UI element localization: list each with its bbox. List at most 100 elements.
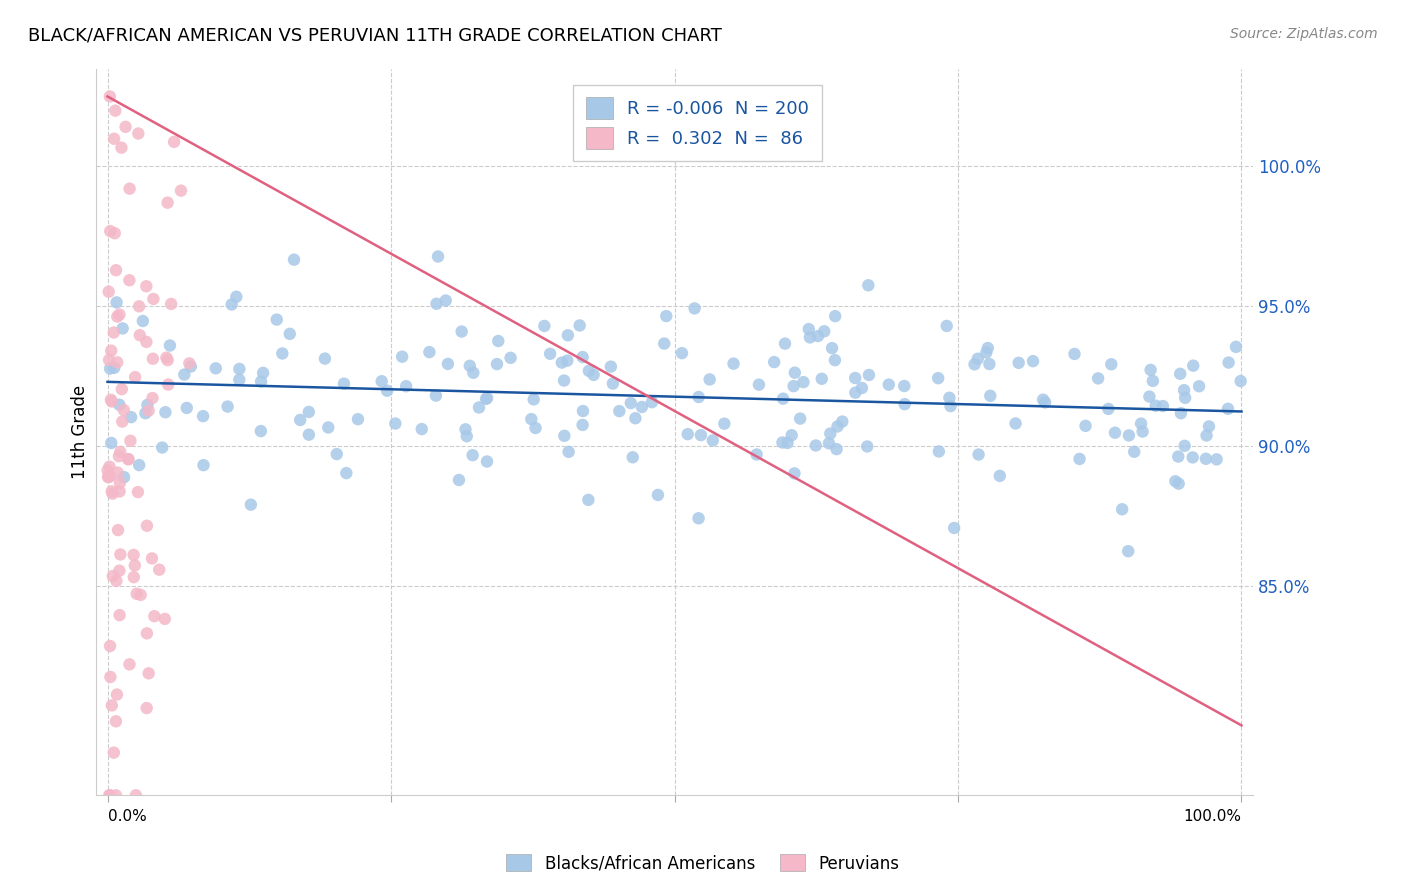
Point — [1188, 379, 1211, 393]
Point — [142, 351, 165, 366]
Point — [456, 429, 478, 443]
Point — [98, 224, 121, 238]
Point — [1116, 544, 1139, 558]
Point — [1104, 425, 1126, 440]
Legend: R = -0.006  N = 200, R =  0.302  N =  86: R = -0.006 N = 200, R = 0.302 N = 86 — [574, 85, 823, 161]
Point — [128, 299, 150, 313]
Point — [977, 341, 1000, 355]
Point — [1139, 363, 1161, 377]
Point — [1032, 392, 1054, 407]
Point — [105, 310, 128, 324]
Point — [101, 486, 124, 500]
Point — [266, 312, 288, 326]
Point — [1167, 476, 1189, 491]
Point — [827, 419, 849, 434]
Point — [217, 400, 239, 414]
Point — [100, 436, 122, 450]
Point — [1087, 371, 1109, 385]
Point — [105, 688, 128, 702]
Point — [135, 626, 157, 640]
Point — [156, 353, 179, 368]
Point — [437, 357, 460, 371]
Point — [763, 355, 786, 369]
Point — [1170, 406, 1192, 420]
Point — [156, 195, 179, 210]
Point — [118, 657, 141, 672]
Point — [1033, 395, 1056, 409]
Point — [290, 413, 312, 427]
Point — [278, 326, 301, 341]
Point — [553, 374, 575, 388]
Point — [776, 436, 799, 450]
Point — [127, 127, 149, 141]
Point — [395, 379, 418, 393]
Point — [789, 411, 811, 425]
Point — [111, 415, 134, 429]
Point — [447, 473, 470, 487]
Point — [179, 356, 201, 370]
Point — [783, 366, 806, 380]
Point — [555, 353, 578, 368]
Point — [475, 392, 498, 406]
Point — [745, 448, 768, 462]
Point — [128, 458, 150, 472]
Point — [1205, 452, 1227, 467]
Point — [148, 563, 170, 577]
Point — [101, 394, 124, 409]
Point — [893, 379, 915, 393]
Point — [122, 570, 145, 584]
Point — [105, 295, 128, 310]
Point — [557, 328, 579, 343]
Point — [347, 412, 370, 426]
Point — [107, 466, 129, 480]
Point — [125, 587, 148, 601]
Point — [1174, 439, 1197, 453]
Point — [475, 391, 498, 405]
Point — [108, 398, 131, 412]
Point — [333, 376, 356, 391]
Point — [225, 290, 247, 304]
Point — [621, 450, 644, 465]
Point — [524, 421, 547, 435]
Point — [1022, 354, 1045, 368]
Point — [100, 670, 122, 684]
Point — [98, 789, 121, 803]
Point — [1132, 425, 1154, 439]
Point — [103, 132, 125, 146]
Text: 100.0%: 100.0% — [1184, 809, 1241, 824]
Point — [136, 398, 159, 412]
Point — [475, 454, 498, 468]
Point — [122, 548, 145, 562]
Point — [193, 458, 215, 472]
Point — [858, 278, 880, 293]
Point — [108, 608, 131, 623]
Point — [557, 445, 579, 459]
Point — [135, 334, 157, 349]
Point — [375, 384, 398, 398]
Text: 0.0%: 0.0% — [107, 809, 146, 824]
Point — [110, 445, 132, 459]
Point — [105, 263, 128, 277]
Point — [533, 318, 555, 333]
Point — [1130, 417, 1153, 431]
Point — [104, 789, 127, 803]
Point — [111, 321, 134, 335]
Point — [1111, 502, 1133, 516]
Point — [108, 449, 131, 463]
Point — [468, 401, 491, 415]
Point — [699, 372, 721, 386]
Point — [1216, 401, 1239, 416]
Point — [110, 141, 132, 155]
Point — [877, 377, 900, 392]
Point — [568, 318, 591, 333]
Point — [163, 135, 186, 149]
Point — [624, 411, 647, 425]
Point — [893, 397, 915, 411]
Point — [652, 336, 675, 351]
Point — [103, 360, 125, 375]
Point — [411, 422, 433, 436]
Point — [434, 293, 457, 308]
Point — [97, 285, 120, 299]
Point — [599, 359, 621, 374]
Point — [772, 392, 794, 406]
